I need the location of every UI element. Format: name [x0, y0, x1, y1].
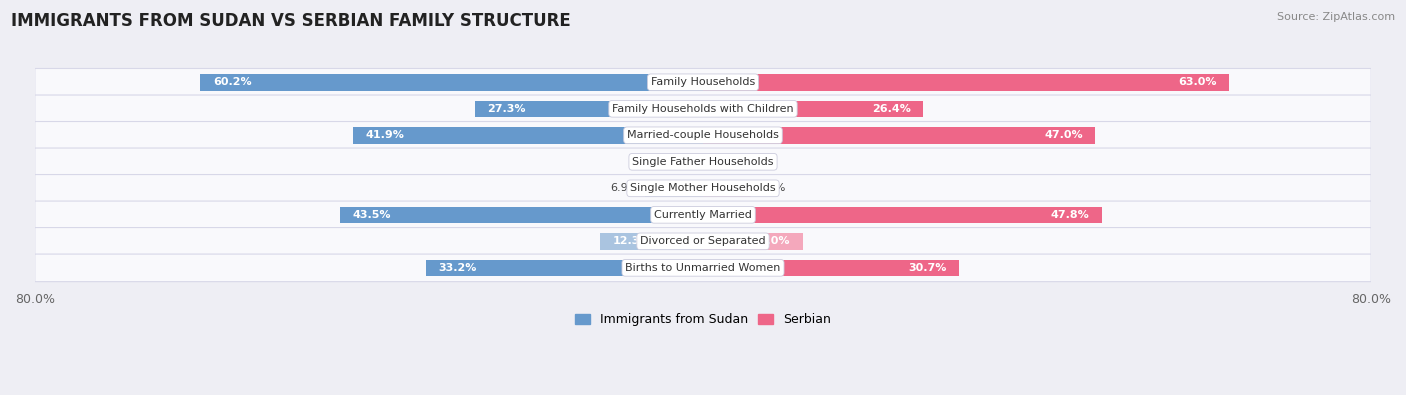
FancyBboxPatch shape — [35, 175, 1371, 202]
Text: 60.2%: 60.2% — [212, 77, 252, 87]
Text: Divorced or Separated: Divorced or Separated — [640, 236, 766, 246]
Bar — [703, 207, 1102, 223]
Bar — [645, 180, 703, 197]
Text: 27.3%: 27.3% — [488, 104, 526, 114]
Text: Family Households with Children: Family Households with Children — [612, 104, 794, 114]
Text: 43.5%: 43.5% — [353, 210, 391, 220]
Bar — [683, 154, 703, 170]
Text: 30.7%: 30.7% — [908, 263, 946, 273]
Text: 47.0%: 47.0% — [1045, 130, 1083, 140]
FancyBboxPatch shape — [35, 122, 1371, 149]
Legend: Immigrants from Sudan, Serbian: Immigrants from Sudan, Serbian — [569, 308, 837, 331]
Bar — [703, 101, 924, 117]
Text: Single Father Households: Single Father Households — [633, 157, 773, 167]
FancyBboxPatch shape — [35, 228, 1371, 255]
Bar — [426, 260, 703, 276]
Text: 2.4%: 2.4% — [648, 157, 676, 167]
Bar — [703, 233, 803, 250]
Text: Single Mother Households: Single Mother Households — [630, 183, 776, 193]
FancyBboxPatch shape — [35, 201, 1371, 229]
Text: 2.2%: 2.2% — [728, 157, 756, 167]
Text: 12.3%: 12.3% — [613, 236, 651, 246]
Text: 12.0%: 12.0% — [752, 236, 790, 246]
Bar — [703, 154, 721, 170]
Bar — [703, 127, 1095, 143]
Text: Source: ZipAtlas.com: Source: ZipAtlas.com — [1277, 12, 1395, 22]
Text: Currently Married: Currently Married — [654, 210, 752, 220]
Text: Family Households: Family Households — [651, 77, 755, 87]
FancyBboxPatch shape — [35, 148, 1371, 176]
Text: 47.8%: 47.8% — [1050, 210, 1090, 220]
Bar — [703, 260, 959, 276]
Bar — [703, 180, 751, 197]
Bar — [200, 74, 703, 90]
Bar — [353, 127, 703, 143]
Bar — [340, 207, 703, 223]
Text: 33.2%: 33.2% — [439, 263, 477, 273]
FancyBboxPatch shape — [35, 254, 1371, 282]
FancyBboxPatch shape — [35, 95, 1371, 122]
Text: 6.9%: 6.9% — [610, 183, 638, 193]
Text: 26.4%: 26.4% — [872, 104, 911, 114]
Bar — [600, 233, 703, 250]
Text: Married-couple Households: Married-couple Households — [627, 130, 779, 140]
Text: 5.7%: 5.7% — [758, 183, 786, 193]
Bar — [475, 101, 703, 117]
Text: 63.0%: 63.0% — [1178, 77, 1216, 87]
Text: IMMIGRANTS FROM SUDAN VS SERBIAN FAMILY STRUCTURE: IMMIGRANTS FROM SUDAN VS SERBIAN FAMILY … — [11, 12, 571, 30]
Text: 41.9%: 41.9% — [366, 130, 405, 140]
Text: Births to Unmarried Women: Births to Unmarried Women — [626, 263, 780, 273]
FancyBboxPatch shape — [35, 68, 1371, 96]
Bar — [703, 74, 1229, 90]
